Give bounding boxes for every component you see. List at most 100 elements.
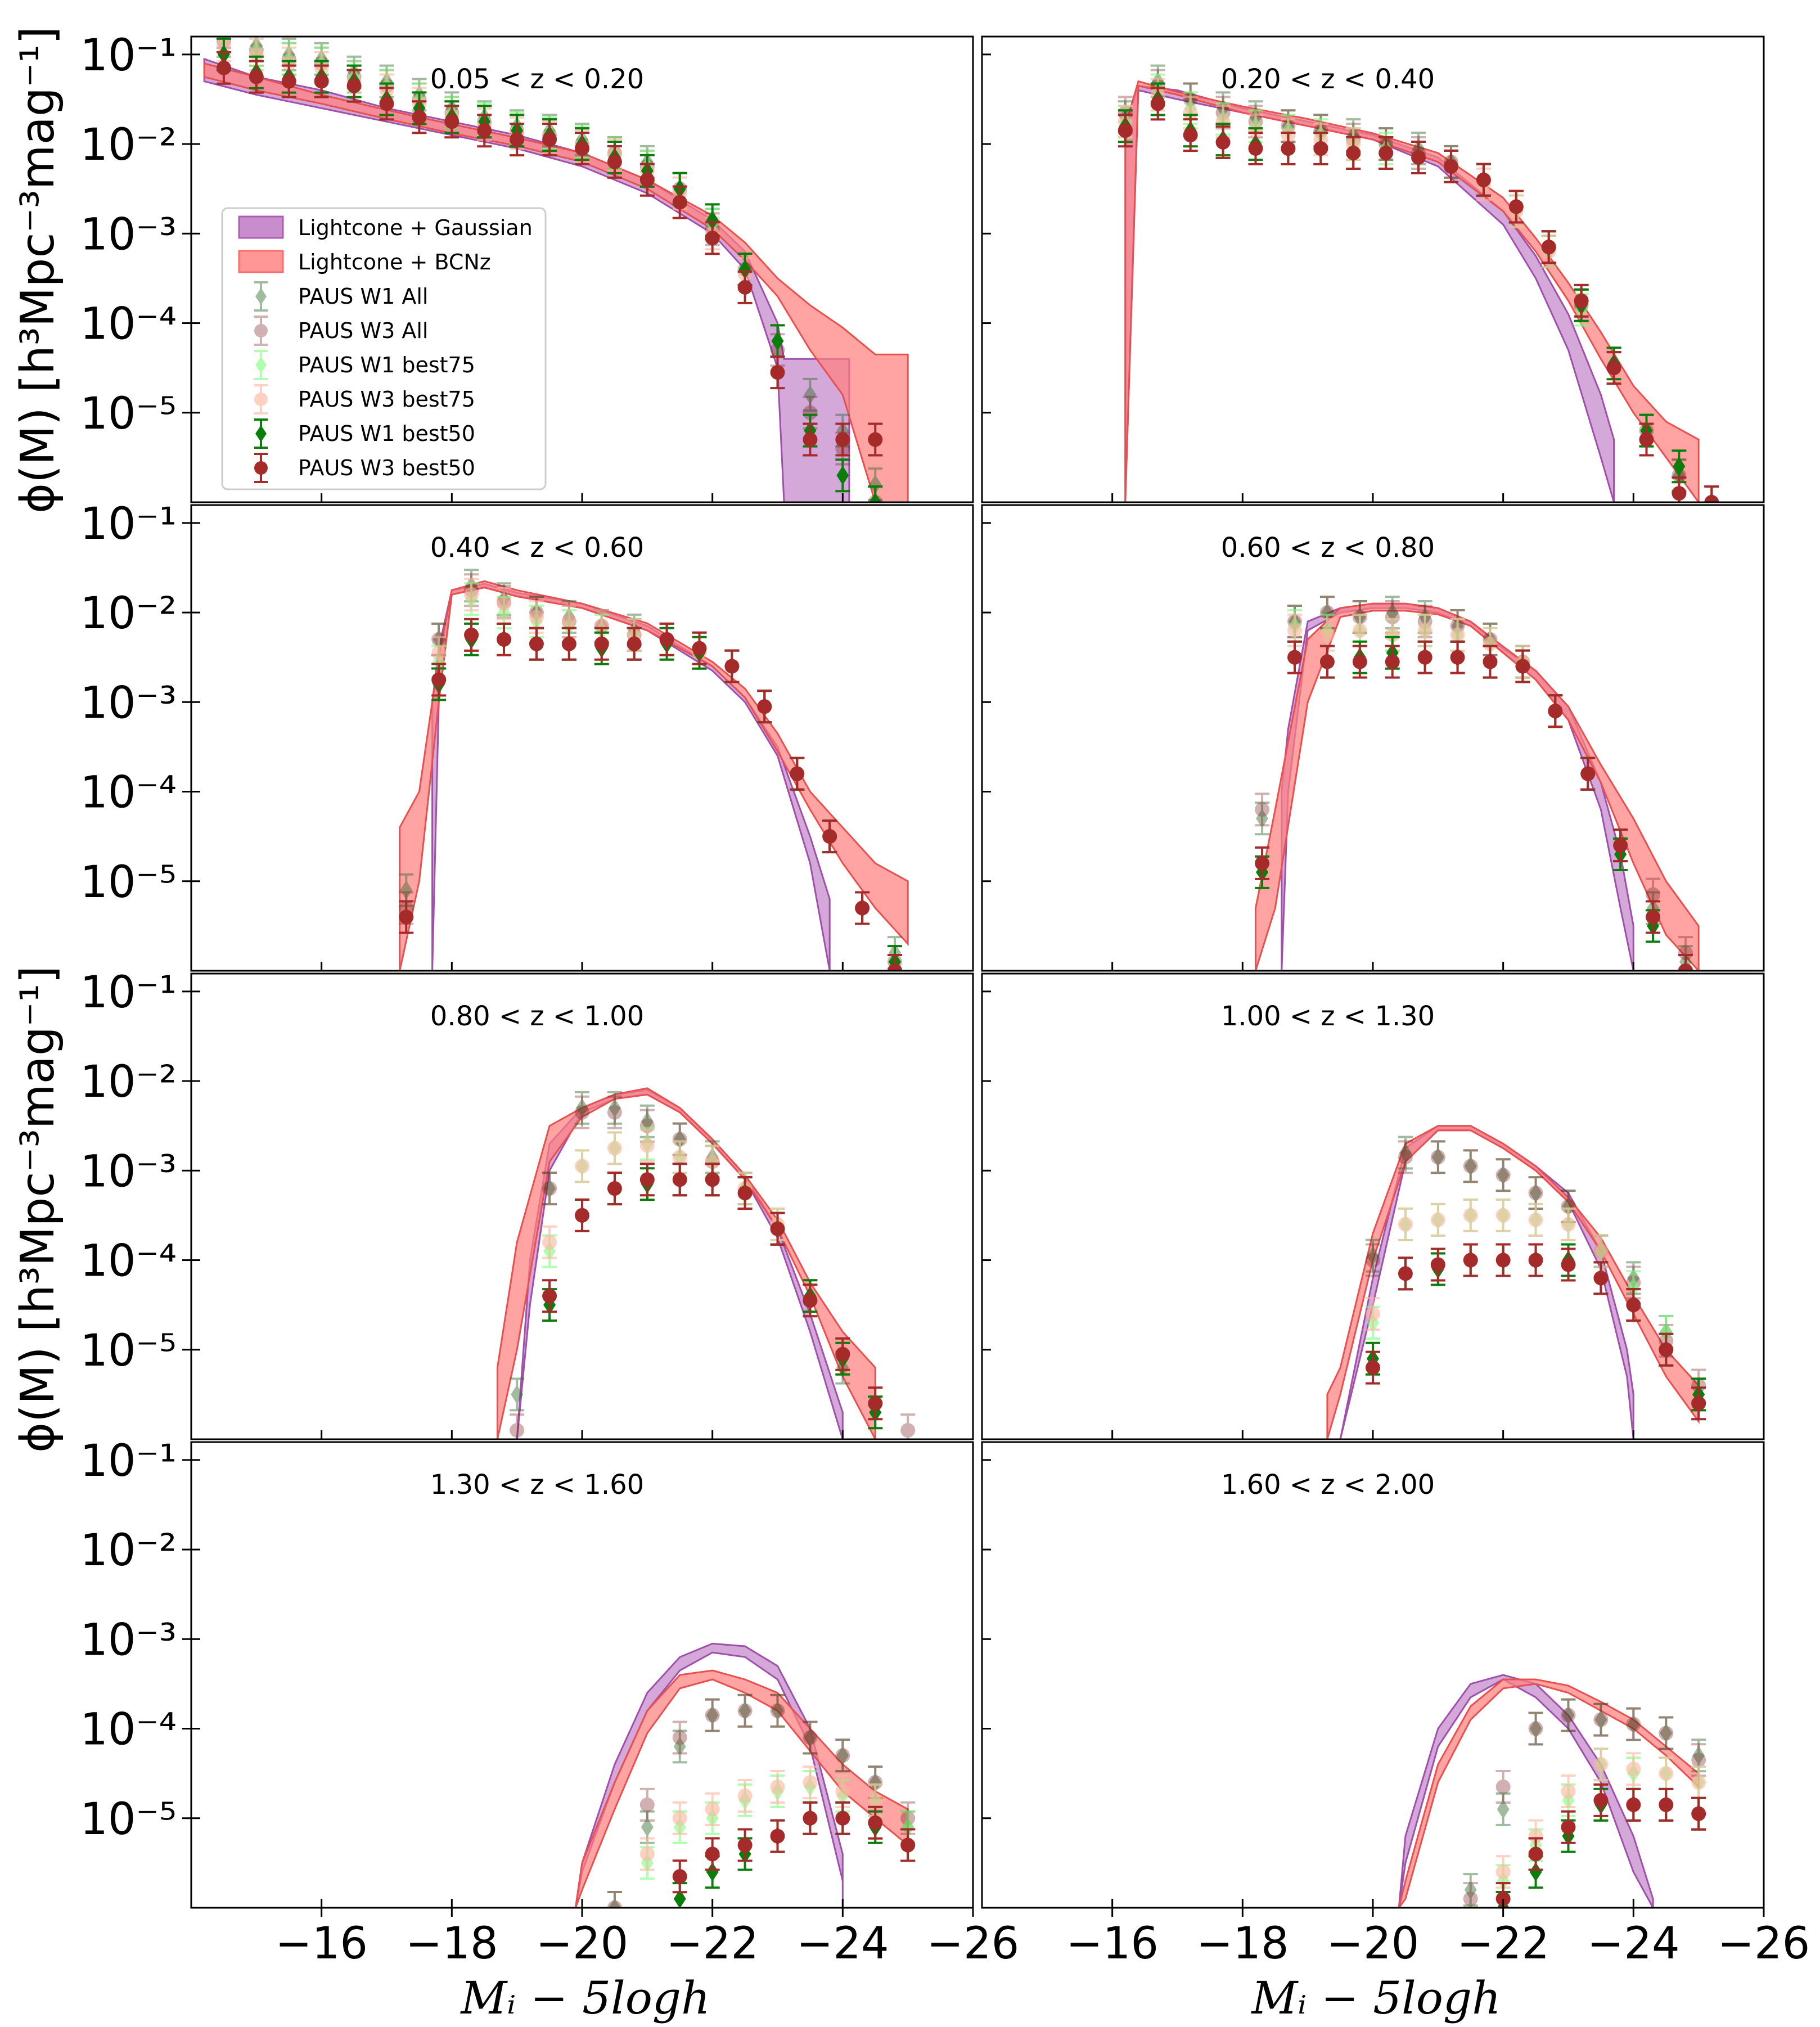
- data-point: [1417, 650, 1432, 665]
- series-paus-w1-best50: [431, 622, 902, 971]
- data-point: [1495, 1780, 1511, 1795]
- data-point: [1319, 627, 1335, 642]
- y-tick-label: 10⁻¹: [80, 30, 177, 81]
- data-point: [1594, 1710, 1607, 1729]
- x-tick-label: −26: [927, 1918, 1020, 1969]
- data-point: [888, 963, 902, 971]
- data-point: [1593, 1244, 1609, 1259]
- data-point: [1529, 1719, 1542, 1738]
- data-point: [1450, 627, 1465, 642]
- data-point: [1515, 659, 1530, 674]
- x-tick-label: −16: [1066, 1918, 1159, 1969]
- data-point: [575, 1208, 589, 1223]
- legend-label: PAUS W3 best50: [298, 456, 475, 480]
- data-point: [639, 1846, 655, 1862]
- data-point: [1593, 1271, 1609, 1286]
- data-point: [1691, 1753, 1706, 1768]
- data-point: [1528, 1846, 1543, 1862]
- data-point: [673, 1129, 686, 1149]
- panel-plot-area: [1118, 64, 1719, 502]
- legend: Lightcone + Gaussian Lightcone + BCNz PAUS…: [221, 207, 547, 490]
- x-tick-label: −24: [1587, 1918, 1680, 1969]
- data-point: [1529, 1183, 1542, 1203]
- data-point: [1352, 623, 1367, 638]
- legend-swatch: [238, 250, 284, 273]
- y-tick-label: 10⁻⁵: [80, 389, 177, 439]
- data-point: [1673, 457, 1686, 476]
- series-paus-w3-all: [607, 1693, 916, 1908]
- data-point: [1256, 809, 1269, 828]
- data-point: [1150, 96, 1165, 111]
- data-point: [1660, 1723, 1673, 1743]
- data-point: [249, 69, 264, 84]
- data-point: [627, 636, 642, 651]
- data-point: [1287, 650, 1302, 665]
- panel-frame: [190, 504, 974, 972]
- data-point: [1398, 1150, 1413, 1165]
- data-point: [1464, 1156, 1477, 1176]
- y-tick-label: 10⁻⁴: [80, 1705, 177, 1755]
- data-point: [1411, 150, 1426, 165]
- series-paus-w3-best75: [1118, 78, 1556, 269]
- data-point: [869, 493, 882, 502]
- legend-label: PAUS W1 best50: [298, 421, 475, 446]
- bcnz-band: [399, 580, 909, 971]
- data-point: [1548, 704, 1563, 719]
- panel-plot-area: [399, 569, 909, 971]
- data-point: [542, 1289, 557, 1304]
- data-point: [1646, 909, 1661, 925]
- x-tick-label: −26: [1718, 1918, 1810, 1969]
- gaussian-band: [1339, 1125, 1634, 1439]
- data-point: [464, 587, 479, 602]
- data-point: [1385, 610, 1400, 625]
- data-point: [835, 1748, 850, 1763]
- data-point: [1580, 766, 1596, 781]
- data-point: [639, 1172, 655, 1187]
- data-point: [790, 766, 805, 781]
- data-point: [607, 1181, 622, 1196]
- data-point: [641, 1111, 654, 1131]
- panel-7: 1.30 < z < 1.60 −16 −18 −20 −22 −24 −26 10⁻¹ 10⁻…: [80, 1436, 1019, 1969]
- data-point: [399, 909, 414, 925]
- data-point: [1463, 1891, 1478, 1907]
- data-point: [594, 636, 609, 651]
- data-point: [724, 659, 740, 674]
- y-tick-label: 10⁻²: [80, 588, 177, 639]
- data-point: [804, 385, 817, 404]
- panel-plot-area: [574, 1642, 916, 1908]
- data-point: [705, 1154, 720, 1169]
- panel-title: 0.40 < z < 0.60: [430, 532, 644, 564]
- data-point: [576, 1098, 588, 1118]
- data-point: [1118, 123, 1133, 138]
- data-point: [1495, 1864, 1511, 1880]
- data-point: [1430, 1150, 1445, 1165]
- data-point: [672, 1730, 687, 1745]
- y-tick-label: 10⁻⁵: [80, 1794, 177, 1845]
- y-tick-label: 10⁻³: [80, 678, 177, 728]
- data-point: [900, 1837, 916, 1853]
- data-point: [835, 432, 850, 447]
- y-tick-label: 10⁻³: [80, 1146, 177, 1197]
- data-point: [1561, 1708, 1576, 1723]
- data-point: [1562, 1705, 1575, 1725]
- data-point: [1659, 1726, 1674, 1741]
- data-point: [1367, 1246, 1379, 1265]
- data-point: [1626, 1797, 1641, 1812]
- data-point: [1672, 486, 1687, 501]
- data-point: [1691, 1775, 1706, 1790]
- data-point: [1255, 802, 1270, 817]
- data-point: [803, 405, 818, 420]
- data-point: [771, 1701, 784, 1720]
- x-axis-label-left: Mᵢ − 5logh: [459, 1972, 710, 2024]
- panel-8: 1.60 < z < 2.00 −16 −18 −20 −22 −24 −26: [981, 1441, 1810, 1969]
- data-point: [1366, 1307, 1380, 1322]
- data-point: [249, 47, 264, 62]
- data-point: [692, 641, 707, 656]
- data-point: [1639, 432, 1654, 447]
- panel-frame: [190, 1441, 974, 1909]
- data-point: [1678, 945, 1693, 961]
- data-point: [575, 141, 589, 156]
- data-point: [464, 627, 479, 642]
- data-point: [1444, 159, 1458, 174]
- data-point: [1366, 1253, 1380, 1268]
